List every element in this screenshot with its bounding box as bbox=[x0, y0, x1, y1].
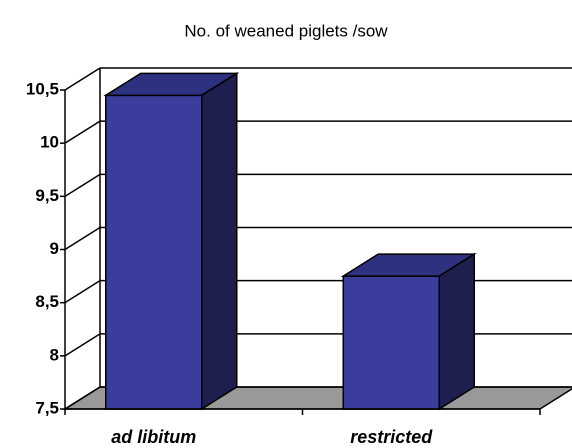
y-tick-label: 7,5 bbox=[35, 398, 59, 417]
bar-side bbox=[201, 71, 238, 411]
grid-line bbox=[64, 67, 101, 91]
grid-line bbox=[64, 226, 101, 251]
bar bbox=[105, 94, 203, 410]
grid-line bbox=[64, 386, 101, 410]
grid-line bbox=[64, 333, 101, 357]
grid-line bbox=[64, 280, 101, 304]
chart-title: No. of weaned piglets /sow bbox=[184, 21, 388, 40]
x-tick-label: restricted bbox=[350, 427, 433, 447]
grid-line bbox=[64, 120, 101, 144]
bar bbox=[342, 275, 440, 410]
y-tick-label: 10 bbox=[40, 133, 59, 152]
x-tick-label: ad libitum bbox=[111, 427, 196, 447]
y-tick-label: 10,5 bbox=[26, 79, 59, 98]
bar-side bbox=[438, 252, 475, 411]
y-tick-label: 9 bbox=[50, 239, 59, 258]
y-tick-label: 8,5 bbox=[35, 292, 59, 311]
y-tick-label: 9,5 bbox=[35, 186, 59, 205]
grid-line bbox=[64, 173, 101, 197]
y-tick-label: 8 bbox=[50, 345, 59, 364]
